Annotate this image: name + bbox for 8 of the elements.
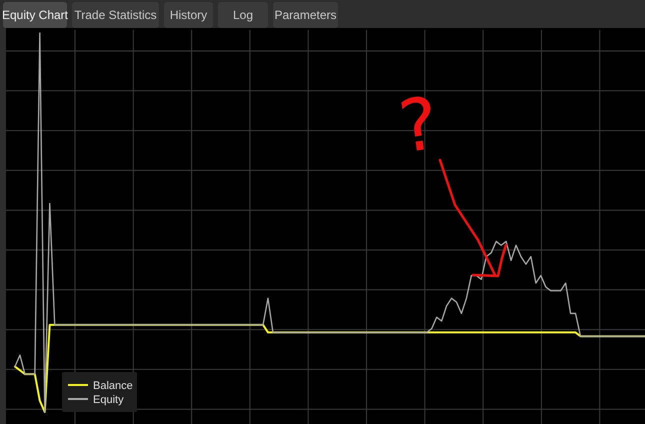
text: History (170, 8, 208, 22)
text: Log (232, 8, 254, 22)
text: Parameters (274, 8, 337, 22)
text: Equity Chart (2, 8, 69, 22)
text: Trade Statistics (74, 8, 157, 22)
legend-label: Balance (93, 380, 133, 392)
annotation: ? (394, 80, 444, 170)
legend-label: Equity (93, 394, 124, 406)
